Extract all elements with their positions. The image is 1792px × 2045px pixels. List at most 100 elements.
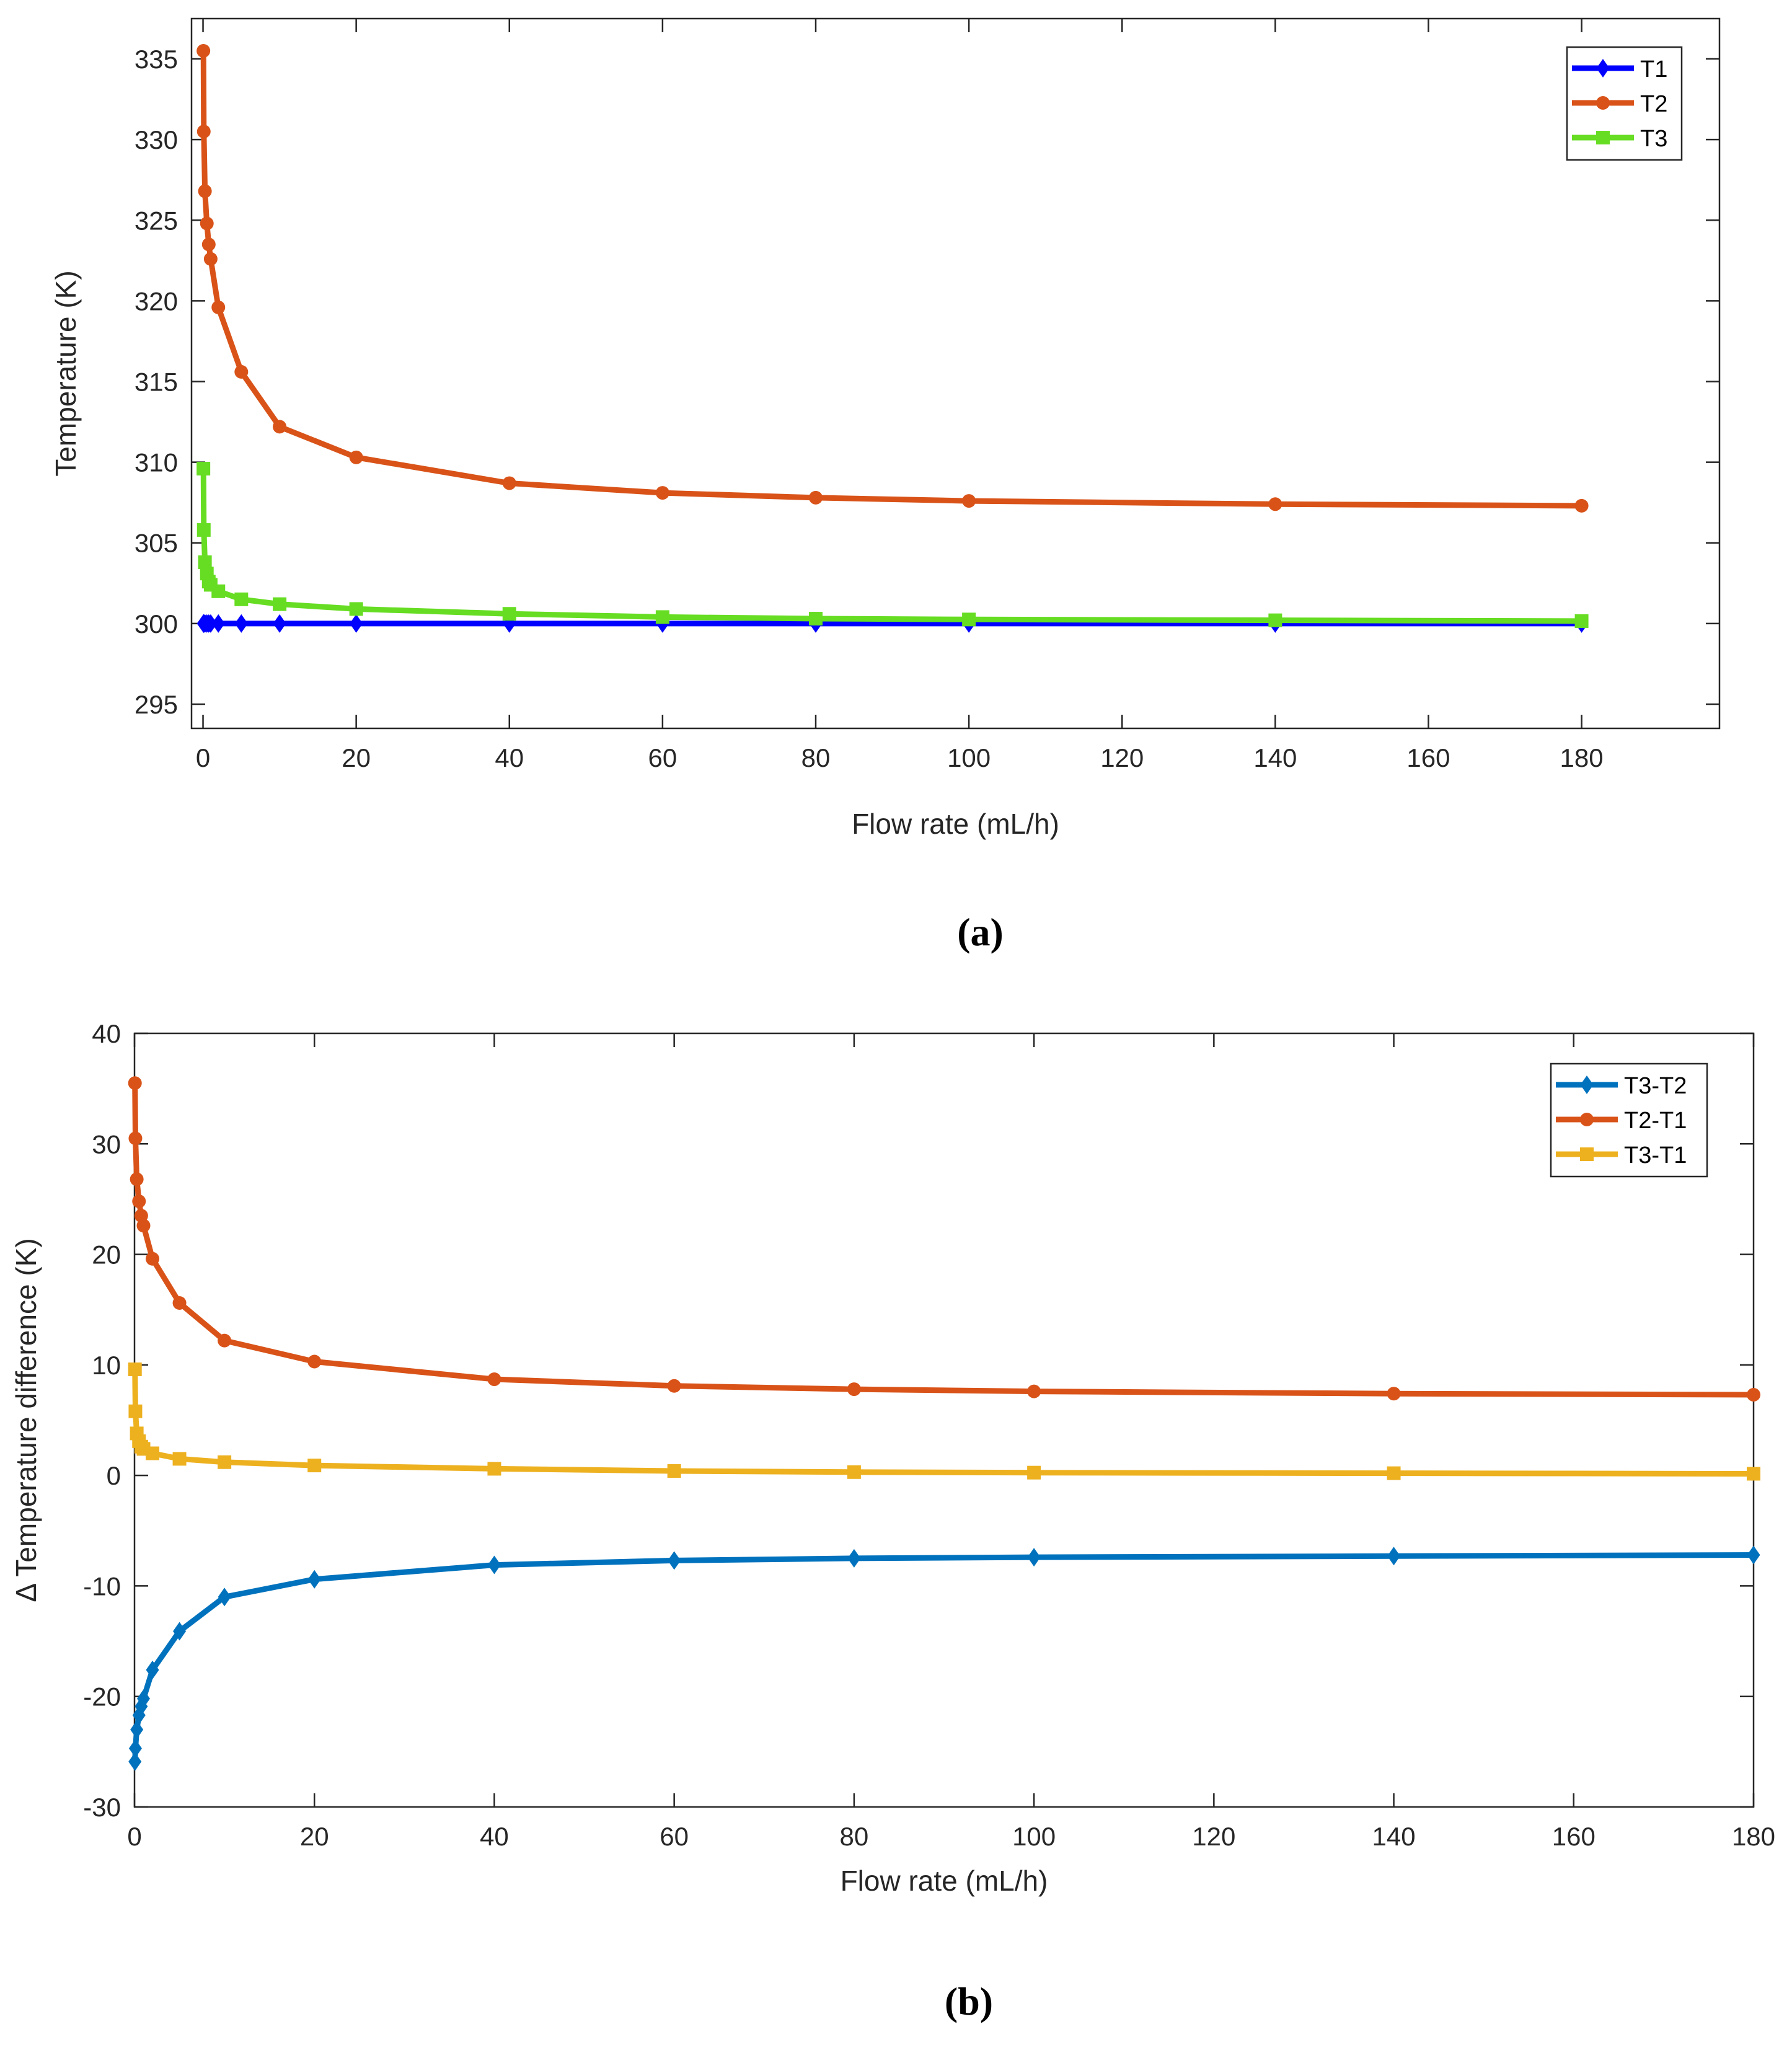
chart-b-x-tick-label: 140 [1372, 1822, 1416, 1851]
chart-b-data-point-t2-t1 [1387, 1387, 1401, 1401]
chart-a-data-point-t1 [204, 614, 218, 633]
chart-a-y-axis-title: Temperature (K) [50, 270, 82, 476]
chart-b-x-tick-label: 160 [1552, 1822, 1596, 1851]
chart-b-data-point-t3-t2 [847, 1548, 861, 1568]
chart-a-data-point-t3 [196, 462, 211, 476]
chart-b-legend-item-t2-t1: T2-T1 [1556, 1108, 1687, 1134]
chart-b-y-tick-label: 20 [92, 1240, 121, 1270]
chart-a-data-point-t1 [273, 614, 286, 633]
chart-b-data-point-t2-t1 [218, 1333, 232, 1348]
chart-b-data-point-t3-t1 [146, 1446, 160, 1460]
chart-b-x-tick-label: 120 [1192, 1822, 1235, 1851]
chart-a-data-point-t2 [273, 420, 287, 434]
chart-a-data-point-t3 [1268, 613, 1282, 627]
chart-a-data-point-t2 [234, 364, 249, 379]
chart-a-series-t3 [196, 462, 1589, 628]
chart-b-legend-label: T3-T2 [1624, 1073, 1687, 1099]
chart-b-y-axis-title: Δ Temperature difference (K) [10, 1238, 42, 1602]
chart-b-series-t2-t1 [128, 1076, 1760, 1402]
chart-a-x-tick-label: 180 [1560, 743, 1604, 772]
chart-a-data-point-t2 [211, 300, 226, 314]
chart-b-x-tick-label: 0 [127, 1822, 141, 1851]
chart-b-data-point-t2-t1 [136, 1219, 151, 1233]
chart-a-data-point-t3 [655, 610, 669, 624]
chart-a-data-point-t3 [198, 555, 212, 569]
chart-a-data-point-t2 [201, 237, 216, 252]
chart-a-legend-item-t2: T2 [1572, 91, 1667, 117]
chart-b-data-point-t2-t1 [1027, 1384, 1041, 1398]
chart-a-data-point-t2 [200, 216, 214, 231]
chart-a-data-point-t3 [962, 612, 976, 627]
chart-b-data-point-t3-t2 [1747, 1545, 1760, 1565]
chart-a-y-tick-label: 295 [135, 690, 178, 719]
chart-a-y-tick-label: 315 [135, 368, 178, 397]
chart-b-data-point-t2-t1 [132, 1194, 146, 1208]
chart-a-x-axis-title: Flow rate (mL/h) [852, 808, 1059, 840]
chart-a-data-point-t2 [349, 450, 363, 464]
chart-b-data-point-t3-t1 [487, 1462, 501, 1476]
chart-a-x-tick-label: 100 [947, 743, 991, 772]
chart-a-legend-item-t3: T3 [1572, 126, 1667, 152]
chart-a-x-tick-label: 20 [342, 743, 371, 772]
chart-b-data-point-t3-t2 [1387, 1547, 1401, 1566]
chart-a-legend: T1 T2 T3 [1566, 46, 1683, 161]
chart-b-data-point-t3-t1 [307, 1459, 322, 1473]
chart-b-data-point-t3-t2 [173, 1622, 187, 1641]
chart-b-x-tick-label: 20 [300, 1822, 329, 1851]
chart-b-data-point-t2-t1 [130, 1172, 144, 1186]
chart-b-series-t3-t1 [128, 1362, 1760, 1481]
chart-a-legend-label: T3 [1640, 126, 1667, 152]
chart-a-data-point-t2 [809, 490, 823, 505]
chart-b-data-point-t3-t2 [218, 1588, 231, 1607]
chart-b-data-point-t2-t1 [847, 1382, 861, 1397]
chart-a-x-tick-label: 0 [196, 743, 210, 772]
chart-a-y-tick-label: 310 [135, 448, 178, 477]
chart-a-x-tick-label: 40 [495, 743, 524, 772]
chart-a-data-point-t2 [502, 476, 516, 490]
chart-b-data-point-t3-t2 [1027, 1548, 1041, 1567]
chart-b-data-point-t3-t1 [128, 1404, 143, 1418]
chart-b-x-tick-label: 40 [480, 1822, 509, 1851]
chart-b-data-point-t3-t2 [130, 1720, 144, 1739]
chart-a-x-tick-label: 60 [648, 743, 678, 772]
chart-b-series-line-t2-t1 [132, 1080, 1757, 1398]
chart-a-data-point-t1 [350, 614, 363, 633]
chart-b-x-tick-label: 100 [1012, 1822, 1056, 1851]
chart-b-data-point-t2-t1 [667, 1379, 681, 1393]
chart-a-data-point-t2 [1268, 497, 1282, 511]
chart-b-data-point-t3-t1 [847, 1465, 861, 1479]
chart-a-x-tick-label: 120 [1100, 743, 1144, 772]
chart-a-y-tick-label: 305 [135, 529, 178, 558]
chart-b-data-point-t3-t1 [218, 1455, 232, 1469]
chart-a-data-point-t2 [196, 44, 211, 58]
chart-a-data-point-t2 [962, 494, 976, 508]
chart-b-data-point-t3-t2 [307, 1570, 321, 1589]
chart-a-data-point-t3 [211, 584, 226, 598]
chart-b-y-tick-label: 10 [92, 1351, 121, 1380]
chart-b-data-point-t3-t1 [1387, 1466, 1401, 1480]
chart-b-y-tick-label: 0 [107, 1461, 121, 1490]
chart-b-data-point-t2-t1 [172, 1296, 187, 1310]
chart-b-data-point-t2-t1 [307, 1354, 322, 1369]
chart-b-data-point-t3-t2 [128, 1739, 142, 1758]
chart-b-y-tick-label: -10 [83, 1571, 121, 1601]
chart-b-data-point-t2-t1 [128, 1131, 143, 1146]
chart-b-y-tick-label: 40 [92, 1019, 121, 1048]
chart-a-y-tick-label: 330 [135, 125, 178, 154]
chart-b-legend: T3-T2 T2-T1 T3-T1 [1550, 1062, 1708, 1178]
chart-b-y-tick-label: 30 [92, 1129, 121, 1159]
chart-b-data-point-t3-t2 [128, 1752, 142, 1771]
chart-a-data-point-t3 [349, 602, 363, 616]
chart-a-data-point-t3 [273, 597, 287, 611]
chart-a-data-point-t2 [1574, 498, 1589, 513]
chart-b-x-tick-label: 60 [660, 1822, 689, 1851]
chart-b-panel-label: (b) [945, 1979, 993, 2023]
chart-b-x-tick-label: 80 [840, 1822, 869, 1851]
chart-b-data-point-t2-t1 [128, 1076, 142, 1090]
chart-a-legend-label: T2 [1640, 91, 1667, 117]
chart-a-x-tick-label: 140 [1253, 743, 1297, 772]
chart-b-data-point-t3-t1 [128, 1362, 142, 1376]
chart-a-y-tick-label: 335 [135, 45, 178, 74]
